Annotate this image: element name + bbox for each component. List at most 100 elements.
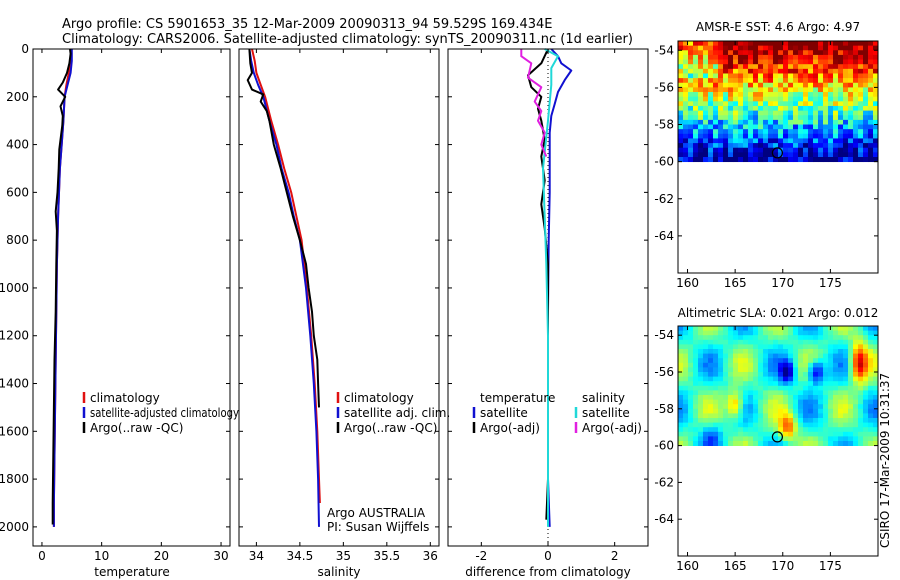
heatmap-cell xyxy=(718,395,724,400)
heatmap-cell xyxy=(703,385,709,391)
heatmap-cell xyxy=(733,362,739,368)
heatmap-cell xyxy=(683,330,689,336)
altimetric-sla-map-panel: Altimetric SLA: 0.021 Argo: 0.012 160 165… xyxy=(654,306,879,573)
heatmap-cell xyxy=(693,129,699,135)
heatmap-cell xyxy=(793,45,799,51)
heatmap-cell xyxy=(848,41,854,47)
heatmap-cell xyxy=(788,404,794,410)
heatmap-cell xyxy=(728,367,734,373)
heatmap-cell xyxy=(783,381,789,387)
heatmap-cell xyxy=(873,143,879,149)
heatmap-cell xyxy=(838,408,844,414)
heatmap-cell xyxy=(733,105,739,111)
heatmap-cell xyxy=(843,73,849,79)
heatmap-cell xyxy=(708,152,714,158)
heatmap-cell xyxy=(838,78,844,84)
heatmap-cell xyxy=(778,101,784,107)
heatmap-cell xyxy=(738,326,744,331)
heatmap-cell xyxy=(773,353,779,359)
heatmap-cell xyxy=(858,115,864,121)
heatmap-cell xyxy=(768,45,774,51)
heatmap-cell xyxy=(848,385,854,391)
heatmap-cell xyxy=(788,381,794,387)
heatmap-cell xyxy=(758,138,764,144)
heatmap-cell xyxy=(748,138,754,144)
heatmap-cell xyxy=(793,395,799,400)
heatmap-cell xyxy=(863,73,869,79)
heatmap-cell xyxy=(763,381,769,387)
heatmap-cell xyxy=(683,390,689,396)
heatmap-cell xyxy=(828,157,834,163)
heatmap-cell xyxy=(783,399,789,405)
heatmap-cell xyxy=(773,372,779,377)
figure-title-line-1: Argo profile: CS 5901653_35 12-Mar-2009 … xyxy=(62,17,552,32)
heatmap-cell xyxy=(768,381,774,387)
heatmap-cell xyxy=(683,78,689,84)
heatmap-cell xyxy=(748,96,754,102)
heatmap-cell xyxy=(688,129,694,135)
heatmap-cell xyxy=(678,427,684,433)
heatmap-cell xyxy=(858,349,864,354)
heatmap-cell xyxy=(688,344,694,350)
heatmap-cell xyxy=(818,54,824,60)
heatmap-cell xyxy=(803,50,809,56)
heatmap-cell xyxy=(743,367,749,373)
heatmap-cell xyxy=(683,82,689,88)
heatmap-cell xyxy=(793,41,799,47)
heatmap-cell xyxy=(683,399,689,405)
heatmap-cell xyxy=(683,422,689,428)
heatmap-cell xyxy=(793,92,799,98)
heatmap-cell xyxy=(713,78,719,84)
heatmap-cell xyxy=(768,413,774,419)
heatmap-cell xyxy=(873,353,879,359)
heatmap-cell xyxy=(783,41,789,47)
heatmap-cell xyxy=(708,330,714,336)
heatmap-cell xyxy=(698,381,704,387)
heatmap-cell xyxy=(713,431,719,437)
heatmap-cell xyxy=(758,385,764,391)
heatmap-cell xyxy=(723,124,729,130)
heatmap-cell xyxy=(758,441,764,446)
heatmap-cell xyxy=(723,326,729,331)
heatmap-cell xyxy=(843,41,849,47)
heatmap-cell xyxy=(773,358,779,364)
heatmap-cell xyxy=(808,73,814,79)
heatmap-cell xyxy=(798,129,804,135)
heatmap-cell xyxy=(763,96,769,102)
heatmap-cell xyxy=(763,404,769,410)
heatmap-cell xyxy=(793,138,799,144)
heatmap-cell xyxy=(828,115,834,121)
heatmap-cell xyxy=(698,124,704,130)
y-tick-label: 1200 xyxy=(0,329,29,343)
heatmap-cell xyxy=(758,339,764,345)
heatmap-cell xyxy=(843,105,849,111)
heatmap-cell xyxy=(763,441,769,446)
heatmap-cell xyxy=(763,413,769,419)
heatmap-cell xyxy=(848,119,854,125)
heatmap-cell xyxy=(798,101,804,107)
heatmap-cell xyxy=(863,59,869,65)
heatmap-cell xyxy=(833,422,839,428)
heatmap-cell xyxy=(708,385,714,391)
heatmap-cell xyxy=(683,64,689,70)
heatmap-cell xyxy=(843,358,849,364)
heatmap-cell xyxy=(853,64,859,70)
heatmap-cell xyxy=(763,376,769,382)
y-tick-label: -60 xyxy=(654,439,674,453)
heatmap-cell xyxy=(793,431,799,437)
heatmap-cell xyxy=(723,441,729,446)
heatmap-cell xyxy=(758,45,764,51)
heatmap-cell xyxy=(723,119,729,125)
heatmap-cell xyxy=(838,138,844,144)
difference-legend: temperature satellite Argo(-adj) salinit… xyxy=(472,391,642,435)
heatmap-cell xyxy=(813,119,819,125)
heatmap-cell xyxy=(833,64,839,70)
heatmap-cell xyxy=(678,59,684,65)
heatmap-cell xyxy=(683,358,689,364)
heatmap-cell xyxy=(773,385,779,391)
heatmap-cell xyxy=(733,349,739,354)
heatmap-cell xyxy=(863,129,869,135)
heatmap-cell xyxy=(738,335,744,341)
heatmap-cell xyxy=(693,404,699,410)
